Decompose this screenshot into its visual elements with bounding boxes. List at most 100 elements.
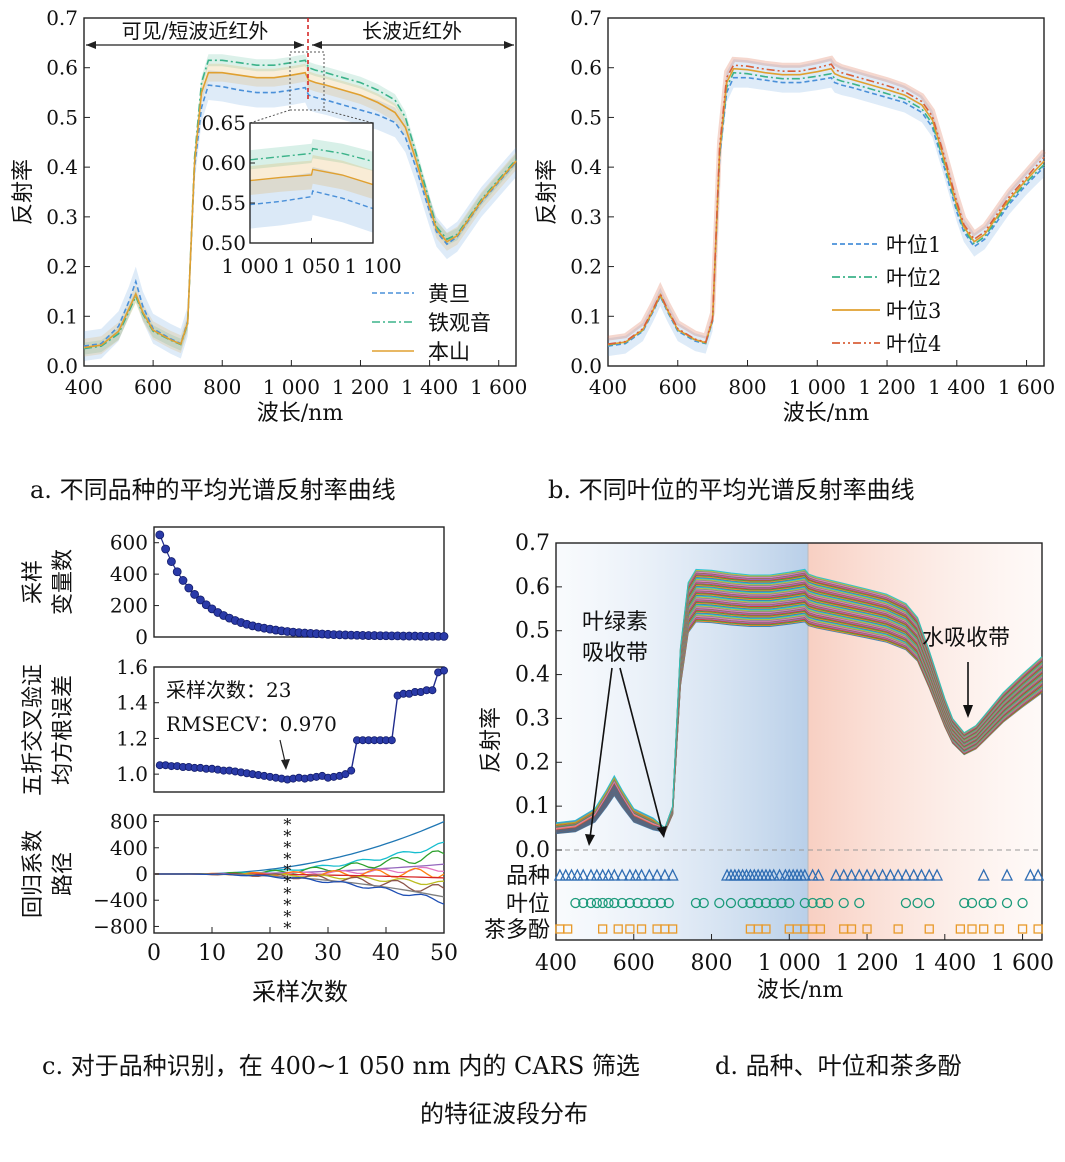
selected-marker: *: [283, 838, 291, 857]
arrow-head: [294, 41, 304, 49]
band-marker: [760, 897, 772, 909]
band-marker: [655, 897, 667, 909]
band-marker: [745, 897, 756, 909]
band-row-label: 叶位: [506, 892, 550, 917]
y-tick-label: 800: [110, 810, 148, 834]
band-marker: [635, 868, 648, 881]
band-marker: [698, 897, 709, 909]
y-tick-label: 400: [110, 836, 148, 860]
band-marker: [640, 897, 651, 909]
y-tick-label: 0.6: [46, 56, 78, 80]
band-marker: [553, 868, 566, 881]
band-marker: [798, 868, 811, 881]
y-tick-label: 0: [135, 862, 148, 886]
band-marker: [1033, 924, 1043, 934]
band-marker: [977, 868, 990, 881]
x-tick-label: 1 400: [913, 951, 976, 976]
series-band: [84, 70, 516, 361]
band-marker: [900, 897, 912, 909]
inset-plot: 0.50 0.55 0.60 0.65 1 000 1 050 1 100: [201, 111, 401, 278]
band-marker: [1017, 897, 1028, 909]
legend-label: 叶位4: [886, 332, 941, 356]
inset-x-tick-label: 1 100: [344, 254, 401, 278]
c1-point: [172, 567, 182, 577]
x-axis-label: 波长/nm: [757, 978, 844, 1003]
series-band: [84, 54, 516, 355]
y-tick-label: 0.7: [46, 6, 78, 30]
y-tick-label: 0.4: [570, 155, 602, 179]
y-tick-label: 0.3: [46, 205, 78, 229]
chart-b: 400 600 800 1 000 1 200 1 400 1 600 0.0 0.1 0.2 0.…: [535, 6, 1055, 426]
y-tick-label: −400: [93, 888, 148, 912]
selected-marker: *: [283, 919, 291, 938]
x-tick-label: 400: [589, 375, 627, 399]
x-tick-label: 20: [256, 941, 284, 966]
caption-c: c. 对于品种识别，在 400~1 050 nm 内的 CARS 筛选: [42, 1052, 640, 1080]
band-marker: [799, 897, 810, 909]
band-marker: [907, 868, 920, 881]
region-label-vis: 可见/短波近红外: [122, 19, 269, 43]
inset-line: [249, 190, 374, 210]
x-tick-label: 1 600: [998, 375, 1055, 399]
y-tick-label: 400: [110, 562, 148, 586]
coef-path: [154, 821, 445, 875]
c1-point: [161, 544, 171, 554]
x-tick-label: 1 000: [758, 951, 821, 976]
arrow-head: [585, 834, 595, 846]
band-marker: [613, 924, 623, 934]
x-tick-label: 10: [198, 941, 226, 966]
y-tick-label: 0.4: [515, 663, 550, 688]
caption-a: a. 不同品种的平均光谱反射率曲线: [30, 476, 396, 504]
band-marker: [1024, 868, 1037, 881]
inset-y-tick-label: 0.60: [201, 151, 246, 175]
arrow-head: [312, 41, 322, 49]
band-marker: [590, 868, 603, 881]
legend-label: 铁观音: [428, 311, 491, 335]
annotation-sampling-count: 采样次数：23: [166, 678, 291, 702]
x-tick-label: 600: [134, 375, 172, 399]
chart-c: ********** 02004006001.01.21.41.68004000…: [21, 526, 458, 1006]
zoom-region: [289, 51, 325, 111]
spectrum-line: [555, 568, 1043, 829]
band-marker: [571, 868, 584, 881]
x-tick-label: 800: [203, 375, 241, 399]
band-marker: [623, 868, 636, 881]
selected-marker: *: [283, 884, 291, 903]
band-marker: [584, 868, 598, 881]
plot-frame-c1: [153, 526, 445, 638]
band-marker: [1000, 868, 1014, 881]
legend-label: 黄旦: [428, 282, 470, 306]
y-tick-label: 0.1: [570, 304, 602, 328]
band-marker: [690, 897, 702, 909]
y-axis-label: 变量数: [51, 549, 76, 615]
series-line: [607, 67, 1045, 346]
arrow-head: [504, 41, 514, 49]
band-marker: [596, 868, 609, 881]
x-tick-label: 800: [691, 951, 733, 976]
band-marker: [624, 897, 636, 909]
y-tick-label: 0.5: [570, 105, 602, 129]
y-tick-label: 0.2: [570, 255, 602, 279]
arrow-head: [281, 759, 290, 770]
y-tick-label: 600: [110, 531, 148, 555]
band-marker: [1001, 897, 1013, 909]
series-line: [83, 84, 517, 347]
x-tick-label: 1 200: [836, 951, 899, 976]
inset-x-tick-label: 1 000: [221, 254, 278, 278]
selected-marker: *: [283, 861, 291, 880]
band-marker: [966, 897, 978, 909]
band-marker: [924, 897, 935, 909]
c2-point: [341, 770, 350, 779]
band-marker: [924, 924, 934, 934]
x-axis-label: 波长/nm: [783, 401, 870, 426]
c2-point: [428, 686, 437, 695]
inset-line: [249, 147, 374, 163]
band-marker: [643, 868, 656, 881]
x-tick-label: 1 600: [991, 951, 1054, 976]
x-tick-label: 0: [147, 941, 161, 966]
band-marker: [761, 924, 771, 934]
annotation-chlorophyll-2: 吸收带: [582, 641, 648, 666]
caption-d: d. 品种、叶位和茶多酚: [715, 1052, 962, 1080]
